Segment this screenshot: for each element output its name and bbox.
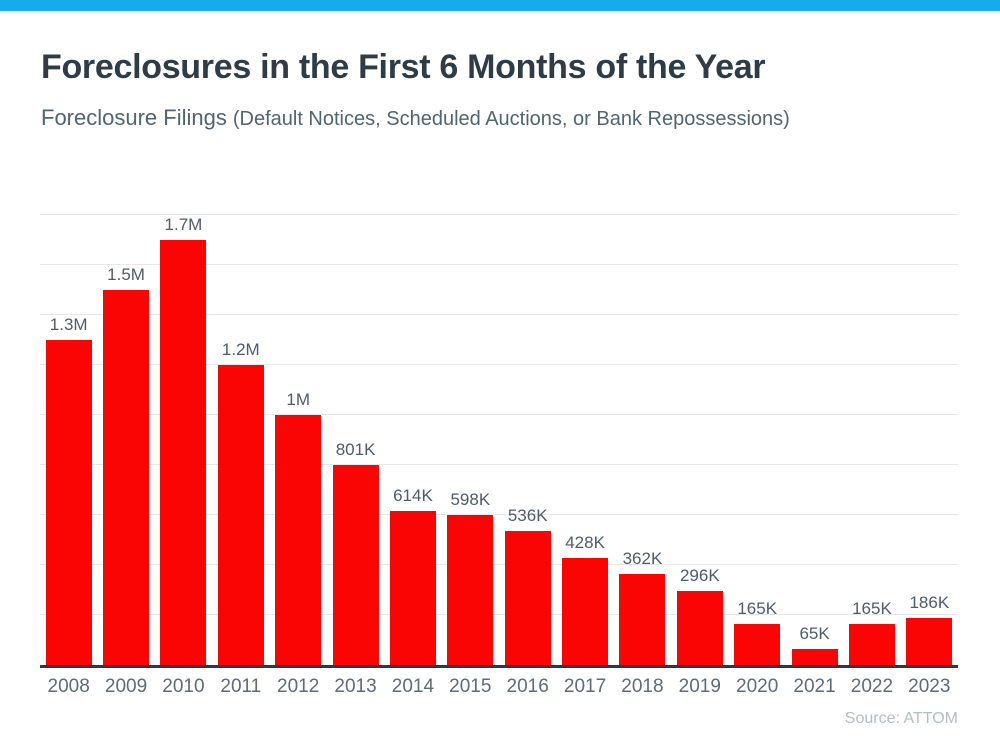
source-attribution: Source: ATTOM: [844, 710, 958, 727]
x-axis-label: 2015: [449, 676, 492, 697]
bar-column: 1.2M: [212, 215, 269, 665]
grid-line: [40, 264, 958, 265]
bar-value-label: 1.3M: [49, 315, 88, 334]
bar-column: 598K: [442, 215, 499, 665]
subtitle-main: Foreclosure Filings: [41, 105, 227, 130]
bar-value-label: 536K: [507, 506, 548, 525]
bar-value-label: 1.7M: [164, 215, 203, 234]
bar-column: 614K: [384, 215, 441, 665]
x-axis-label: 2022: [850, 676, 894, 697]
x-axis-label: 2021: [793, 676, 836, 697]
grid-line: [40, 414, 958, 415]
bar: [275, 415, 322, 665]
bar-column: 428K: [556, 215, 613, 665]
x-axis-label: 2012: [277, 676, 320, 697]
x-axis-line: [40, 665, 958, 668]
top-accent-bar: [0, 0, 1000, 11]
bar: [389, 511, 436, 665]
chart-subtitle: Foreclosure Filings (Default Notices, Sch…: [41, 105, 790, 131]
bar: [217, 365, 264, 665]
bar: [562, 558, 609, 665]
bar-column: 1.3M: [40, 215, 97, 665]
bar-value-label: 1M: [286, 390, 310, 409]
x-axis-label: 2011: [220, 676, 262, 697]
bar-column: 801K: [327, 215, 384, 665]
bar: [332, 465, 379, 665]
grid-line: [40, 214, 958, 215]
bar-value-label: 165K: [852, 599, 892, 618]
bar-column: 536K: [499, 215, 556, 665]
bar-column: 362K: [614, 215, 671, 665]
bar-value-label: 614K: [393, 486, 433, 505]
grid-line: [40, 314, 958, 315]
bar-value-label: 801K: [335, 440, 376, 459]
grid-line: [40, 614, 958, 615]
bar-value-label: 1.2M: [221, 340, 260, 359]
grid-line: [40, 464, 958, 465]
x-axis-label: 2010: [162, 676, 205, 697]
bar: [504, 531, 551, 665]
bar-column: 1M: [270, 215, 327, 665]
bar-value-label: 362K: [622, 549, 663, 568]
bar-column: 186K: [901, 215, 958, 665]
bar-value-label: 1.5M: [107, 265, 145, 284]
bar: [160, 240, 207, 665]
bar-value-label: 428K: [565, 533, 605, 552]
x-axis-label: 2016: [506, 676, 549, 697]
x-axis-label: 2020: [736, 676, 779, 697]
bar-value-label: 598K: [450, 490, 491, 509]
bar: [45, 340, 92, 665]
bar-value-label: 296K: [679, 566, 720, 585]
subtitle-detail: (Default Notices, Scheduled Auctions, or…: [232, 108, 790, 130]
bar: [791, 649, 838, 665]
bar: [447, 515, 494, 665]
x-axis-label: 2013: [334, 676, 377, 697]
x-axis-label: 2008: [47, 676, 90, 697]
bar: [734, 624, 781, 665]
bar-column: 1.7M: [155, 215, 212, 665]
bar: [906, 618, 953, 665]
bars-area: 1.3M 1.5M 1.7M 1.2M 1M 801K 614K 598K 536K 428K 36…: [40, 215, 958, 665]
bar-value-label: 186K: [909, 593, 950, 612]
x-axis-label: 2023: [908, 676, 951, 697]
bar-column: 165K: [843, 215, 900, 665]
x-axis-label: 2017: [563, 676, 607, 697]
grid-line: [40, 364, 958, 365]
bar: [103, 290, 150, 665]
bar: [619, 574, 666, 665]
x-axis-label: 2018: [621, 676, 664, 697]
page-title: Foreclosures in the First 6 Months of th…: [41, 48, 766, 86]
bar-column: 165K: [729, 215, 786, 665]
bar: [848, 624, 895, 665]
x-axis-label: 2009: [104, 676, 148, 697]
bar-column: 1.5M: [97, 215, 154, 665]
x-axis-label: 2019: [678, 676, 721, 697]
bar-value-label: 165K: [737, 599, 778, 618]
bar-column: 296K: [671, 215, 728, 665]
bar-value-label: 65K: [799, 624, 830, 643]
bar: [676, 591, 723, 665]
bar-chart: 1.3M 1.5M 1.7M 1.2M 1M 801K 614K 598K 536K 428K 36…: [40, 214, 958, 668]
grid-line: [40, 564, 958, 565]
bar-column: 65K: [786, 215, 843, 665]
x-axis-labels: 2008 2009 2010 2011 2012 2013 2014 2015 2016 2017…: [40, 676, 958, 698]
grid-line: [40, 514, 958, 515]
x-axis-label: 2014: [391, 676, 435, 697]
